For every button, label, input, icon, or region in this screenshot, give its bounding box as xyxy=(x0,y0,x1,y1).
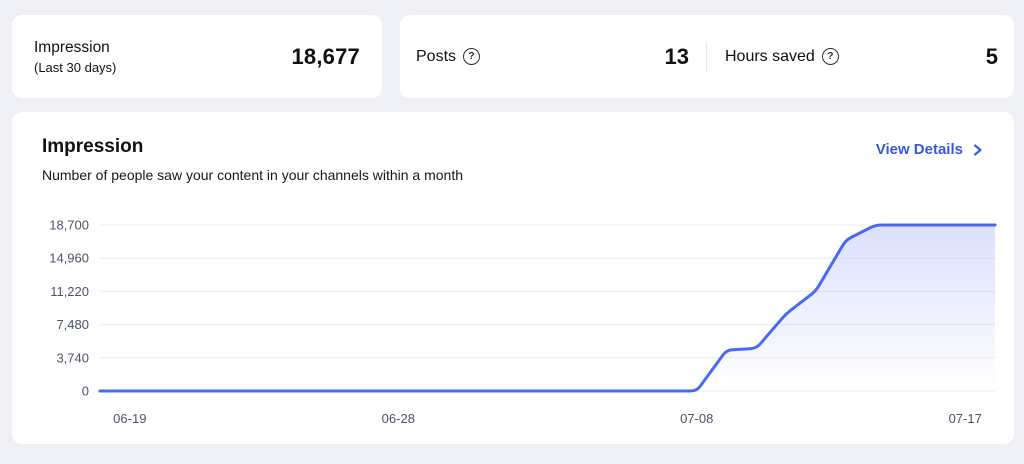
y-tick-label: 7,480 xyxy=(56,317,89,332)
impression-chart-card: Impression Number of people saw your con… xyxy=(12,112,1014,444)
y-axis-labels: 0 3,740 7,480 11,220 14,960 18,700 xyxy=(49,218,89,399)
x-tick-label: 06-28 xyxy=(382,411,415,426)
y-tick-label: 14,960 xyxy=(49,251,89,266)
posts-help-icon[interactable]: ? xyxy=(463,48,481,65)
y-tick-label: 3,740 xyxy=(56,350,89,365)
hours-saved-stat: Hours saved ? 5 xyxy=(707,44,998,70)
x-tick-label: 06-19 xyxy=(113,411,146,426)
vertical-divider xyxy=(706,41,707,72)
posts-value: 13 xyxy=(664,43,689,69)
hours-saved-help-icon[interactable]: ? xyxy=(821,48,839,65)
chart-description: Number of people saw your content in you… xyxy=(42,167,464,183)
x-axis-labels: 06-19 06-28 07-08 07-17 xyxy=(113,411,982,426)
chart-title: Impression xyxy=(42,136,144,157)
y-tick-label: 11,220 xyxy=(50,284,89,299)
posts-label-wrap: Posts ? xyxy=(416,47,481,66)
posts-stat: Posts ? 13 xyxy=(416,44,706,70)
hours-saved-value: 5 xyxy=(985,43,998,69)
hours-saved-label-wrap: Hours saved ? xyxy=(725,48,839,66)
impression-summary-title: Impression xyxy=(34,38,110,56)
impression-summary-period: (Last 30 days) xyxy=(34,60,117,76)
area-fill xyxy=(100,225,995,391)
impression-summary-card: Impression (Last 30 days) 18,677 xyxy=(12,15,382,98)
posts-hours-card: Posts ? 13 Hours saved ? 5 xyxy=(400,15,1014,98)
posts-label: Posts xyxy=(416,47,457,65)
impression-line-chart[interactable]: 0 3,740 7,480 11,220 14,960 18,700 06-19 06-28 0… xyxy=(40,210,1000,438)
line-series xyxy=(98,223,997,393)
hours-saved-label: Hours saved xyxy=(725,47,815,65)
view-details-label: View Details xyxy=(875,141,963,158)
y-tick-label: 18,700 xyxy=(49,218,89,233)
impression-summary-value: 18,677 xyxy=(291,43,360,69)
x-tick-label: 07-08 xyxy=(680,411,713,426)
chart-card-header: Impression Number of people saw your con… xyxy=(42,136,463,183)
chevron-right-icon xyxy=(973,143,982,156)
view-details-link[interactable]: View Details xyxy=(876,141,984,158)
y-tick-label: 0 xyxy=(82,384,89,399)
x-tick-label: 07-17 xyxy=(949,411,982,426)
impression-summary-label-block: Impression (Last 30 days) xyxy=(34,38,116,76)
